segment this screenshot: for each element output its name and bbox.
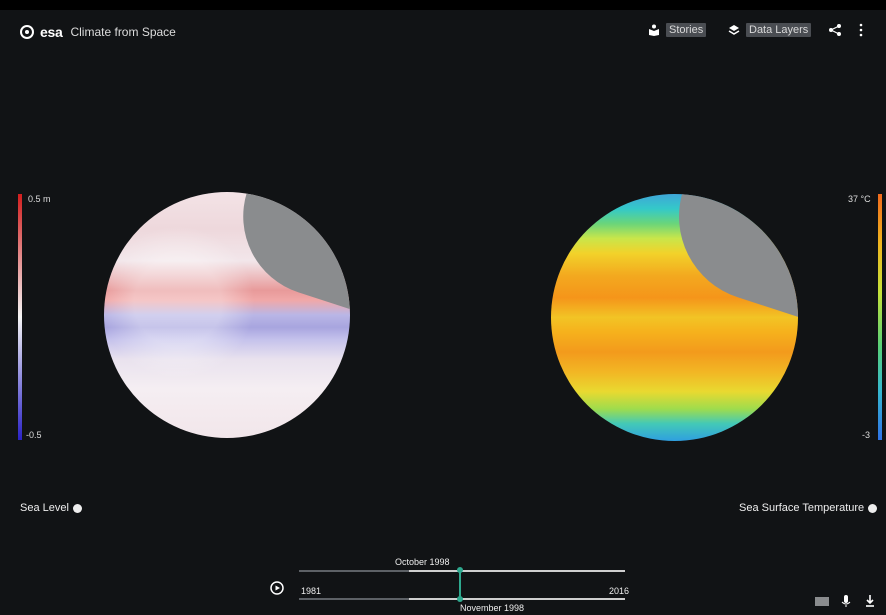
timeline-current-date-top: October 1998 <box>395 557 450 567</box>
north-america-land <box>656 194 798 318</box>
sst-color-scale <box>878 194 882 440</box>
esa-logo-icon <box>20 25 34 39</box>
play-icon[interactable] <box>270 581 284 595</box>
sea-level-color-scale <box>18 194 22 440</box>
nav-data-layers[interactable]: Data Layers <box>728 23 812 37</box>
nav-stories[interactable]: Stories <box>648 23 707 37</box>
nav-stories-label: Stories <box>666 23 707 37</box>
sea-level-scale-max: 0.5 m <box>28 194 51 204</box>
track-past <box>299 570 409 572</box>
sst-scale-max: 37 °C <box>848 194 871 204</box>
track-past <box>299 598 409 600</box>
download-icon <box>866 595 874 607</box>
mic-icon <box>841 595 851 607</box>
nav-data-layers-label: Data Layers <box>746 23 812 37</box>
info-icon[interactable] <box>72 503 82 513</box>
keyboard-button[interactable] <box>814 594 830 608</box>
keyboard-icon <box>815 597 829 606</box>
sea-level-globe[interactable] <box>104 192 350 438</box>
timeline-marker-handle-top[interactable] <box>457 567 463 573</box>
sst-layer-label[interactable]: Sea Surface Temperature <box>739 502 878 514</box>
app-title: Climate from Space <box>70 25 176 39</box>
sea-level-layer-name: Sea Level <box>20 502 69 514</box>
top-bar: esa Climate from Space Stories Data Laye… <box>0 10 886 54</box>
timeline-current-date-bottom: November 1998 <box>460 603 525 613</box>
timeline-marker-handle-bottom[interactable] <box>457 596 463 602</box>
sea-level-layer-label[interactable]: Sea Level <box>20 502 82 514</box>
sst-scale-min: -3 <box>862 430 871 440</box>
timeline-current-marker[interactable] <box>459 569 461 599</box>
mic-button[interactable] <box>840 594 852 608</box>
more-vertical-icon[interactable] <box>858 23 864 37</box>
stories-icon <box>649 24 659 36</box>
layers-icon <box>728 25 740 35</box>
time-slider[interactable]: 1981 2016 October 1998 November 1998 <box>270 552 630 613</box>
download-button[interactable] <box>864 594 876 608</box>
esa-logo[interactable]: esa Climate from Space <box>20 24 176 40</box>
timeline-start-year: 1981 <box>301 586 322 596</box>
north-america-land <box>222 192 350 311</box>
share-icon[interactable] <box>828 23 842 37</box>
sea-level-scale-min: -0.5 <box>26 430 42 440</box>
info-icon[interactable] <box>868 503 878 513</box>
brand-name: esa <box>40 24 63 40</box>
app-window: esa Climate from Space Stories Data Laye… <box>0 10 886 615</box>
sst-globe[interactable] <box>551 194 798 441</box>
timeline-end-year: 2016 <box>609 586 630 596</box>
sst-layer-name: Sea Surface Temperature <box>739 502 865 514</box>
